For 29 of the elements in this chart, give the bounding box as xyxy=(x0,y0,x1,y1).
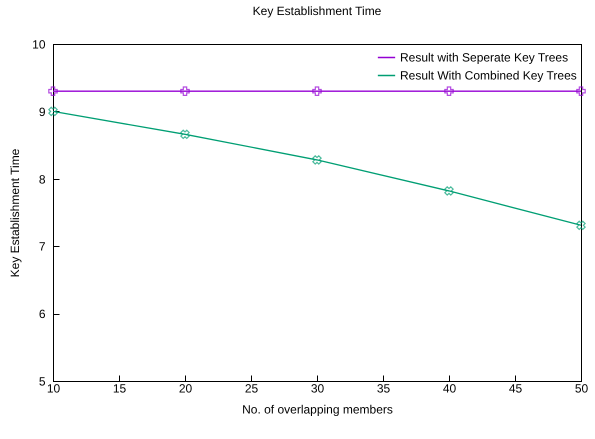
x-tick-label: 45 xyxy=(508,382,522,396)
y-tick-label: 8 xyxy=(38,172,46,186)
legend-label: Result with Seperate Key Trees xyxy=(400,50,568,64)
point xyxy=(444,186,454,196)
x-tick-label: 50 xyxy=(574,382,588,396)
x-axis-title: No. of overlapping members xyxy=(242,402,393,416)
point xyxy=(48,106,58,116)
point xyxy=(180,130,190,140)
point xyxy=(48,86,58,96)
y-axis-title: Key Establishment Time xyxy=(8,148,22,278)
point xyxy=(180,86,190,96)
x-tick-label: 25 xyxy=(244,382,258,396)
chart-title: Key Establishment Time xyxy=(252,4,382,18)
x-tick-label: 30 xyxy=(310,382,324,396)
point xyxy=(576,220,586,230)
point xyxy=(444,86,454,96)
point xyxy=(312,86,322,96)
x-tick-label: 35 xyxy=(376,382,390,396)
y-tick-label: 7 xyxy=(38,240,46,254)
y-tick-label: 10 xyxy=(32,38,46,52)
x-tick-label: 20 xyxy=(178,382,192,396)
x-tick-label: 15 xyxy=(112,382,126,396)
x-tick-label: 40 xyxy=(442,382,456,396)
point xyxy=(576,86,586,96)
legend-label: Result With Combined Key Trees xyxy=(400,68,577,82)
point xyxy=(312,155,322,165)
y-tick-label: 9 xyxy=(38,104,46,119)
y-tick-label: 5 xyxy=(38,374,46,388)
y-tick-label: 6 xyxy=(38,307,46,322)
